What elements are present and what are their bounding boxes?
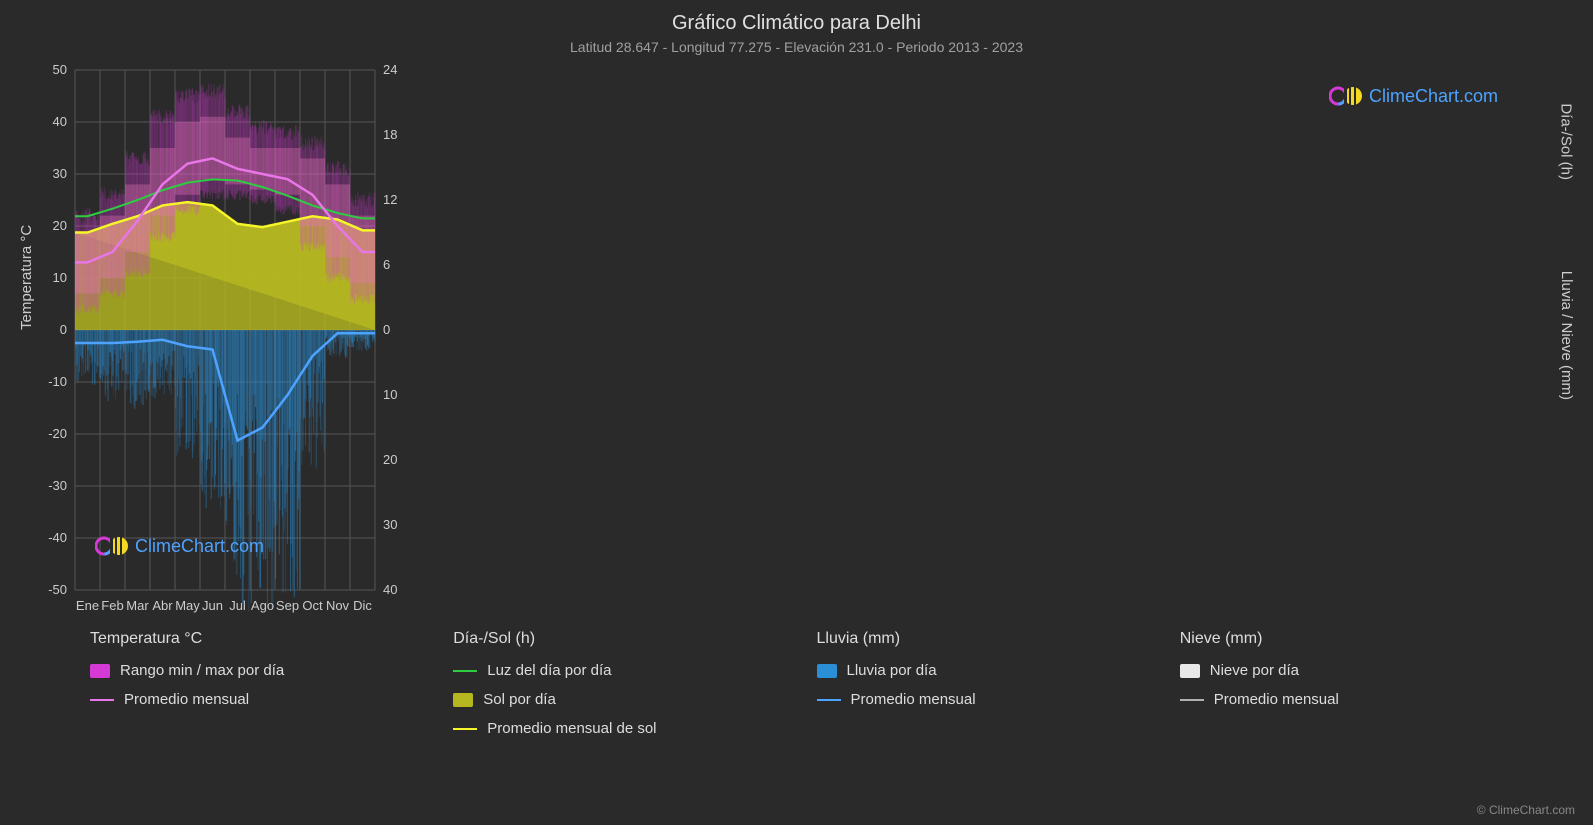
legend-label: Nieve por día [1210, 662, 1299, 679]
legend-label: Promedio mensual [851, 691, 976, 708]
legend-label: Lluvia por día [847, 662, 937, 679]
svg-text:0: 0 [383, 322, 390, 337]
legend-label: Promedio mensual de sol [487, 720, 656, 737]
swatch-icon [453, 693, 473, 707]
legend-item: Promedio mensual [90, 691, 413, 708]
svg-text:50: 50 [53, 62, 67, 77]
legend-title: Día-/Sol (h) [453, 630, 776, 648]
svg-text:40: 40 [53, 114, 67, 129]
svg-text:-10: -10 [48, 374, 67, 389]
legend-label: Sol por día [483, 691, 556, 708]
svg-text:Ago: Ago [251, 598, 274, 613]
svg-text:20: 20 [383, 452, 397, 467]
svg-text:24: 24 [383, 62, 397, 77]
y-axis-right-top-label: Día-/Sol (h) [1558, 103, 1575, 180]
brand-text: ClimeChart.com [1369, 86, 1498, 107]
legend-item: Promedio mensual [1180, 691, 1503, 708]
svg-text:Mar: Mar [126, 598, 149, 613]
svg-text:30: 30 [383, 517, 397, 532]
chart-subtitle: Latitud 28.647 - Longitud 77.275 - Eleva… [0, 39, 1593, 55]
svg-text:18: 18 [383, 127, 397, 142]
legend-item: Luz del día por día [453, 662, 776, 679]
legend-item: Rango min / max por día [90, 662, 413, 679]
legend-title: Nieve (mm) [1180, 630, 1503, 648]
legend-group-snow: Nieve (mm) Nieve por día Promedio mensua… [1180, 630, 1503, 749]
brand-watermark-top: ClimeChart.com [1329, 85, 1498, 107]
y-axis-left-label: Temperatura °C [18, 225, 35, 330]
brand-watermark-bottom: ClimeChart.com [95, 535, 264, 557]
svg-text:Sep: Sep [276, 598, 299, 613]
copyright-text: © ClimeChart.com [1477, 803, 1575, 817]
legend-title: Temperatura °C [90, 630, 413, 648]
legend-item: Sol por día [453, 691, 776, 708]
legend-title: Lluvia (mm) [817, 630, 1140, 648]
legend-label: Promedio mensual [124, 691, 249, 708]
svg-text:20: 20 [53, 218, 67, 233]
swatch-icon [817, 664, 837, 678]
legend-item: Promedio mensual [817, 691, 1140, 708]
svg-text:10: 10 [53, 270, 67, 285]
line-icon [817, 699, 841, 701]
svg-text:Abr: Abr [152, 598, 173, 613]
svg-text:-20: -20 [48, 426, 67, 441]
legend: Temperatura °C Rango min / max por día P… [90, 630, 1503, 749]
svg-text:10: 10 [383, 387, 397, 402]
line-icon [453, 728, 477, 730]
svg-text:30: 30 [53, 166, 67, 181]
title-block: Gráfico Climático para Delhi Latitud 28.… [0, 0, 1593, 55]
swatch-icon [1180, 664, 1200, 678]
legend-group-rain: Lluvia (mm) Lluvia por día Promedio mens… [817, 630, 1140, 749]
legend-item: Promedio mensual de sol [453, 720, 776, 737]
svg-text:-40: -40 [48, 530, 67, 545]
svg-text:May: May [175, 598, 200, 613]
svg-text:12: 12 [383, 192, 397, 207]
legend-label: Rango min / max por día [120, 662, 284, 679]
svg-text:Jul: Jul [229, 598, 246, 613]
line-icon [453, 670, 477, 672]
climate-chart: Gráfico Climático para Delhi Latitud 28.… [0, 0, 1593, 825]
svg-text:Feb: Feb [101, 598, 123, 613]
svg-text:Jun: Jun [202, 598, 223, 613]
svg-text:0: 0 [60, 322, 67, 337]
line-icon [1180, 699, 1204, 701]
brand-icon [95, 535, 129, 557]
svg-text:Nov: Nov [326, 598, 350, 613]
legend-item: Lluvia por día [817, 662, 1140, 679]
brand-icon [1329, 85, 1363, 107]
swatch-icon [90, 664, 110, 678]
legend-label: Luz del día por día [487, 662, 611, 679]
legend-group-daysun: Día-/Sol (h) Luz del día por día Sol por… [453, 630, 776, 749]
brand-text: ClimeChart.com [135, 536, 264, 557]
legend-group-temp: Temperatura °C Rango min / max por día P… [90, 630, 413, 749]
svg-text:-50: -50 [48, 582, 67, 597]
plot-area: 50403020100-10-20-30-40-5024181260102030… [75, 70, 375, 590]
svg-text:40: 40 [383, 582, 397, 597]
legend-label: Promedio mensual [1214, 691, 1339, 708]
svg-text:Ene: Ene [76, 598, 99, 613]
svg-text:Oct: Oct [302, 598, 323, 613]
svg-text:6: 6 [383, 257, 390, 272]
legend-item: Nieve por día [1180, 662, 1503, 679]
svg-text:-30: -30 [48, 478, 67, 493]
y-axis-right-bottom-label: Lluvia / Nieve (mm) [1558, 271, 1575, 400]
line-icon [90, 699, 114, 701]
svg-text:Dic: Dic [353, 598, 372, 613]
chart-title: Gráfico Climático para Delhi [0, 12, 1593, 35]
